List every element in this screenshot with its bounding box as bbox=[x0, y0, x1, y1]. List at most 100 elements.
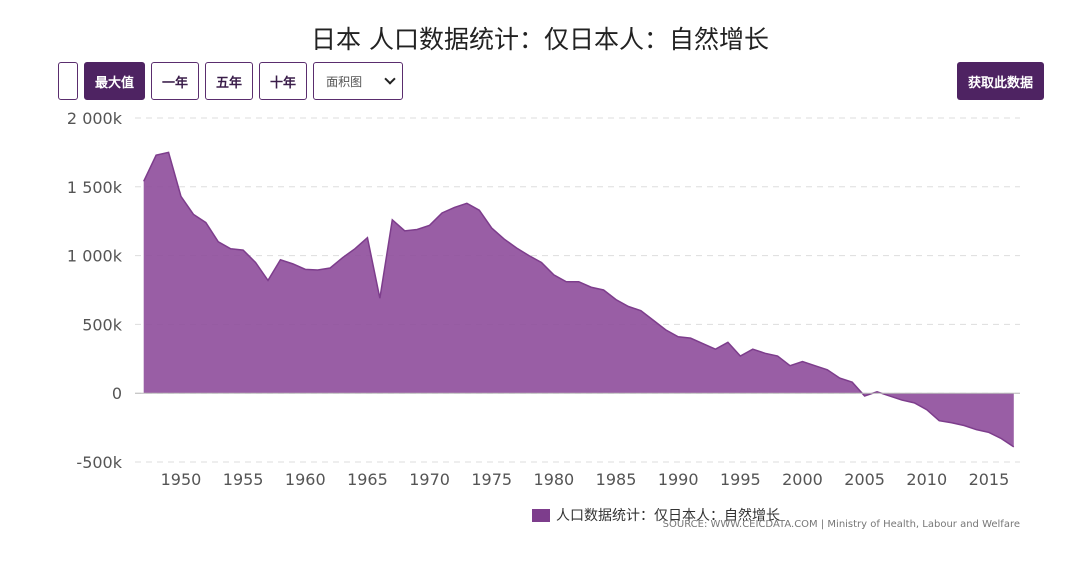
data-point bbox=[826, 369, 828, 371]
data-point bbox=[528, 254, 530, 256]
x-tick-label: 1950 bbox=[161, 470, 202, 489]
data-point bbox=[466, 202, 468, 204]
y-tick-label: 1 500k bbox=[67, 178, 123, 197]
data-point bbox=[292, 263, 294, 265]
data-point bbox=[155, 154, 157, 156]
data-point bbox=[1013, 446, 1015, 448]
x-tick-label: 1985 bbox=[596, 470, 637, 489]
five-year-button[interactable]: 五年 bbox=[205, 62, 254, 100]
x-tick-label: 1980 bbox=[534, 470, 575, 489]
data-point bbox=[143, 180, 145, 182]
data-point bbox=[776, 355, 778, 357]
data-point bbox=[441, 212, 443, 214]
data-point bbox=[304, 268, 306, 270]
legend[interactable]: 人口数据统计：仅日本人：自然增长 bbox=[532, 505, 780, 525]
data-point bbox=[230, 248, 232, 250]
data-point bbox=[938, 420, 940, 422]
one-year-button[interactable]: 一年 bbox=[151, 62, 200, 100]
get-data-button[interactable]: 获取此数据 bbox=[956, 62, 1044, 100]
x-tick-label: 1970 bbox=[409, 470, 450, 489]
ten-year-button[interactable]: 十年 bbox=[259, 62, 308, 100]
y-tick-label: 1 000k bbox=[67, 247, 123, 266]
x-tick-label: 1990 bbox=[658, 470, 699, 489]
max-range-button[interactable]: 最大值 bbox=[84, 62, 146, 100]
data-point bbox=[839, 377, 841, 379]
data-point bbox=[404, 230, 406, 232]
data-point bbox=[950, 422, 952, 424]
data-point bbox=[677, 336, 679, 338]
data-point bbox=[689, 337, 691, 339]
data-point bbox=[416, 228, 418, 230]
source-note: SOURCE: WWW.CEICDATA.COM | Ministry of H… bbox=[662, 519, 1020, 530]
data-point bbox=[379, 297, 381, 299]
x-tick-label: 2000 bbox=[782, 470, 823, 489]
data-point bbox=[615, 298, 617, 300]
data-point bbox=[727, 341, 729, 343]
blank-button[interactable] bbox=[58, 62, 78, 100]
x-tick-label: 1965 bbox=[347, 470, 388, 489]
data-point bbox=[652, 319, 654, 321]
chart-type-select[interactable]: 面积图 bbox=[313, 62, 404, 100]
chart-type-selected-label: 面积图 bbox=[326, 74, 363, 89]
data-point bbox=[565, 281, 567, 283]
data-point bbox=[702, 342, 704, 344]
x-tick-label: 1955 bbox=[223, 470, 264, 489]
y-tick-label: 2 000k bbox=[67, 109, 123, 128]
legend-swatch bbox=[532, 508, 550, 522]
data-point bbox=[180, 195, 182, 197]
data-point bbox=[329, 267, 331, 269]
data-point bbox=[478, 209, 480, 211]
data-point bbox=[814, 364, 816, 366]
data-point bbox=[714, 348, 716, 350]
data-point bbox=[876, 391, 878, 393]
x-tick-label: 2015 bbox=[969, 470, 1010, 489]
data-point bbox=[366, 237, 368, 239]
data-point bbox=[963, 424, 965, 426]
data-point bbox=[926, 409, 928, 411]
data-point bbox=[205, 221, 207, 223]
data-point bbox=[752, 348, 754, 350]
data-point bbox=[640, 309, 642, 311]
data-point bbox=[267, 279, 269, 281]
data-point bbox=[988, 431, 990, 433]
data-point bbox=[279, 259, 281, 261]
data-point bbox=[515, 247, 517, 249]
data-point bbox=[167, 151, 169, 153]
data-point bbox=[590, 286, 592, 288]
data-point bbox=[503, 238, 505, 240]
data-point bbox=[242, 249, 244, 251]
data-point bbox=[192, 213, 194, 215]
data-point bbox=[789, 364, 791, 366]
data-point bbox=[975, 428, 977, 430]
data-point bbox=[217, 241, 219, 243]
data-point bbox=[851, 381, 853, 383]
data-point bbox=[391, 219, 393, 221]
data-point bbox=[578, 281, 580, 283]
data-point bbox=[627, 305, 629, 307]
data-point bbox=[739, 355, 741, 357]
x-tick-label: 2010 bbox=[906, 470, 947, 489]
data-point bbox=[540, 261, 542, 263]
x-tick-label: 1995 bbox=[720, 470, 761, 489]
data-point bbox=[602, 289, 604, 291]
legend-label: 人口数据统计：仅日本人：自然增长 bbox=[556, 508, 780, 524]
area-series-line bbox=[143, 151, 1015, 448]
area-series-fill bbox=[143, 152, 1014, 447]
x-tick-label: 2005 bbox=[844, 470, 885, 489]
data-point bbox=[913, 402, 915, 404]
x-tick-label: 1960 bbox=[285, 470, 326, 489]
data-point bbox=[428, 224, 430, 226]
data-point bbox=[801, 360, 803, 362]
data-point bbox=[491, 227, 493, 229]
data-point bbox=[888, 395, 890, 397]
data-point bbox=[317, 269, 319, 271]
toolbar: 最大值 一年 五年 十年 面积图 bbox=[58, 62, 404, 100]
data-point bbox=[901, 399, 903, 401]
data-point bbox=[254, 261, 256, 263]
data-point bbox=[341, 256, 343, 258]
data-point bbox=[354, 248, 356, 250]
data-point bbox=[453, 206, 455, 208]
x-tick-label: 1975 bbox=[471, 470, 512, 489]
data-point bbox=[764, 352, 766, 354]
